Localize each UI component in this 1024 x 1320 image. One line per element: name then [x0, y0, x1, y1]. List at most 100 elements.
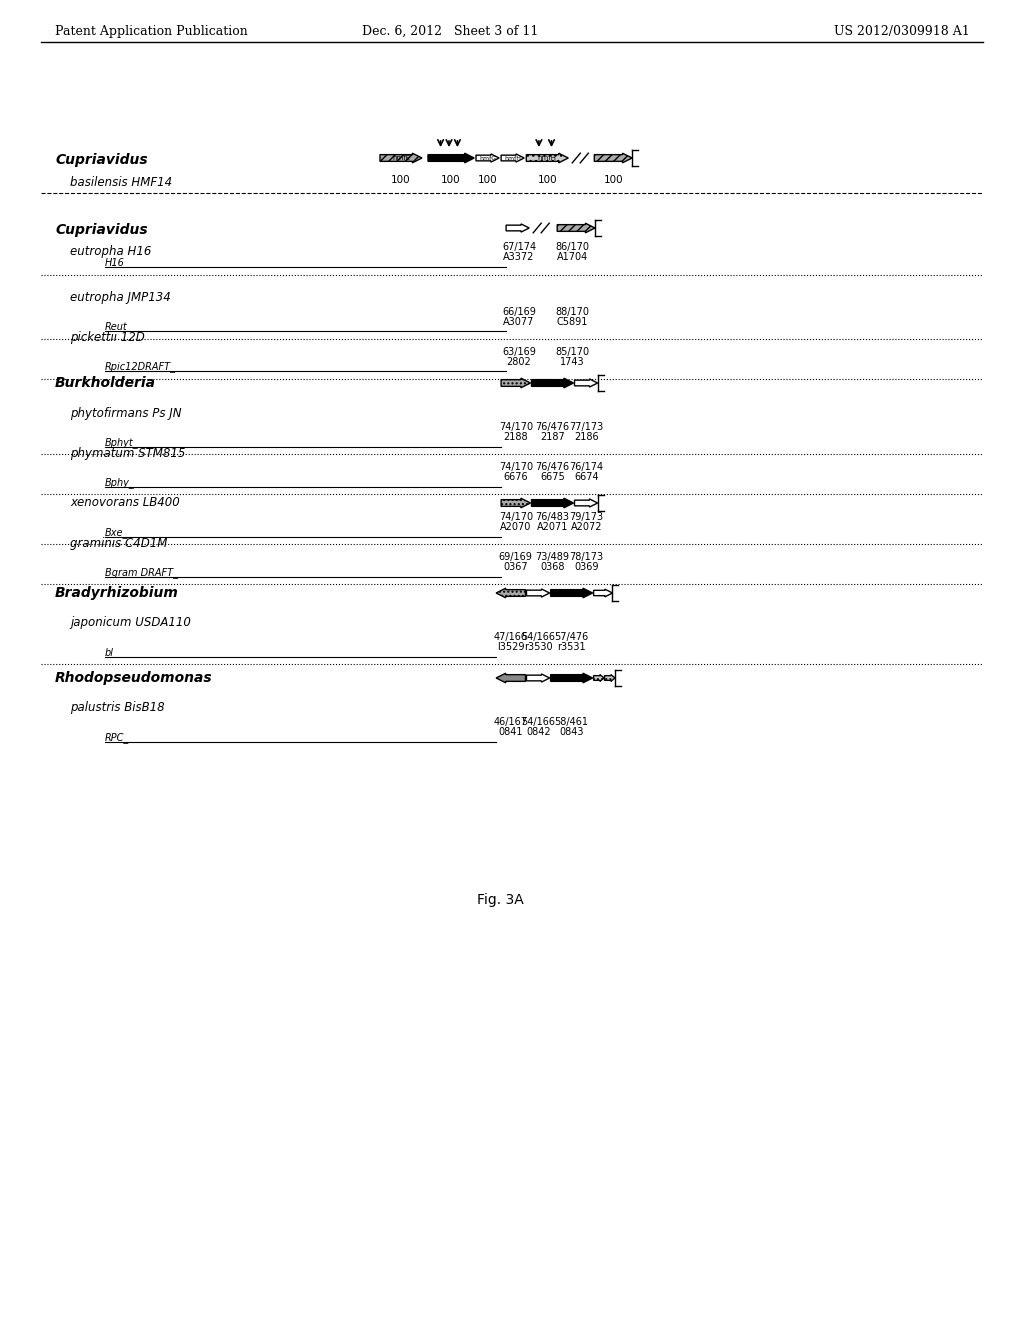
Text: 2188: 2188 [504, 432, 528, 442]
Polygon shape [526, 589, 550, 597]
Polygon shape [551, 673, 593, 682]
Polygon shape [506, 224, 529, 232]
Text: 100: 100 [441, 176, 461, 185]
Text: 6674: 6674 [574, 473, 599, 482]
Polygon shape [428, 153, 474, 162]
Text: Bphy_: Bphy_ [105, 478, 135, 488]
Text: C5891: C5891 [556, 317, 588, 327]
Text: 6675: 6675 [540, 473, 565, 482]
Text: 1743: 1743 [560, 356, 585, 367]
Text: 76/483: 76/483 [536, 512, 569, 521]
Text: 0842: 0842 [526, 727, 551, 737]
Text: 69/169: 69/169 [499, 552, 532, 562]
Text: US 2012/0309918 A1: US 2012/0309918 A1 [835, 25, 970, 38]
Text: A2070: A2070 [500, 521, 531, 532]
Polygon shape [594, 675, 604, 681]
Text: 0369: 0369 [574, 562, 599, 572]
Text: hmfG: hmfG [479, 156, 497, 161]
Text: pickettii 12D: pickettii 12D [70, 331, 144, 345]
Text: hmfH: hmfH [505, 156, 521, 161]
Text: 74/170: 74/170 [499, 462, 532, 473]
Polygon shape [574, 499, 598, 507]
Polygon shape [604, 675, 615, 681]
Text: 100: 100 [603, 176, 623, 185]
Text: 66/169: 66/169 [502, 308, 536, 317]
Text: 88/170: 88/170 [555, 308, 589, 317]
Text: 0368: 0368 [541, 562, 565, 572]
Text: 2187: 2187 [540, 432, 565, 442]
Text: 85/170: 85/170 [555, 347, 589, 356]
Text: 76/174: 76/174 [569, 462, 603, 473]
Text: 6676: 6676 [504, 473, 528, 482]
Polygon shape [594, 153, 632, 162]
Text: 0843: 0843 [559, 727, 584, 737]
Text: 100: 100 [391, 176, 411, 185]
Text: A3077: A3077 [504, 317, 535, 327]
Polygon shape [574, 379, 598, 387]
Text: Rhodopseudomonas: Rhodopseudomonas [55, 671, 213, 685]
Polygon shape [501, 154, 524, 162]
Text: eutropha H16: eutropha H16 [70, 246, 152, 259]
Text: 63/169: 63/169 [502, 347, 536, 356]
Text: 73/489: 73/489 [536, 552, 569, 562]
Text: 74/170: 74/170 [499, 422, 532, 432]
Text: Patent Application Publication: Patent Application Publication [55, 25, 248, 38]
Text: graminis C4D1M: graminis C4D1M [70, 536, 167, 549]
Text: 76/476: 76/476 [536, 422, 569, 432]
Polygon shape [501, 498, 530, 508]
Text: phymatum STM815: phymatum STM815 [70, 446, 185, 459]
Polygon shape [557, 223, 595, 232]
Text: A2072: A2072 [570, 521, 602, 532]
Text: 57/476: 57/476 [554, 632, 589, 642]
Text: 46/167: 46/167 [494, 717, 527, 727]
Text: r3531: r3531 [557, 642, 586, 652]
Polygon shape [531, 379, 573, 388]
Text: 100: 100 [538, 176, 557, 185]
Polygon shape [501, 379, 530, 388]
Polygon shape [594, 589, 612, 597]
Text: 2802: 2802 [507, 356, 531, 367]
Text: A3372: A3372 [504, 252, 535, 261]
Text: 54/166: 54/166 [521, 632, 555, 642]
Text: Cupriavidus: Cupriavidus [55, 153, 147, 168]
Text: Bradyrhizobium: Bradyrhizobium [55, 586, 179, 601]
Text: eutropha JMP134: eutropha JMP134 [70, 292, 171, 305]
Text: japonicum USDA110: japonicum USDA110 [70, 616, 190, 630]
Text: l3529: l3529 [497, 642, 524, 652]
Text: 0367: 0367 [504, 562, 528, 572]
Text: 67/174: 67/174 [502, 242, 537, 252]
Polygon shape [380, 153, 422, 162]
Text: RPC_: RPC_ [105, 733, 129, 743]
Polygon shape [496, 589, 525, 598]
Text: 86/170: 86/170 [555, 242, 589, 252]
Text: 74/170: 74/170 [499, 512, 532, 521]
Text: Bphyt_: Bphyt_ [105, 437, 138, 449]
Text: hmfH: hmfH [538, 154, 557, 161]
Text: Bxe_: Bxe_ [105, 528, 128, 539]
Text: Fig. 3A: Fig. 3A [476, 894, 523, 907]
Polygon shape [551, 589, 593, 598]
Text: palustris BisB18: palustris BisB18 [70, 701, 165, 714]
Text: H16: H16 [105, 257, 125, 268]
Polygon shape [476, 154, 499, 162]
Text: 2186: 2186 [574, 432, 599, 442]
Text: Rpic12DRAFT_: Rpic12DRAFT_ [105, 362, 176, 372]
Text: Dec. 6, 2012   Sheet 3 of 11: Dec. 6, 2012 Sheet 3 of 11 [361, 25, 539, 38]
Text: 78/173: 78/173 [569, 552, 603, 562]
Text: 54/166: 54/166 [521, 717, 555, 727]
Polygon shape [496, 673, 525, 682]
Text: Reut: Reut [105, 322, 128, 333]
Text: Cupriavidus: Cupriavidus [55, 223, 147, 238]
Text: basilensis HMF14: basilensis HMF14 [70, 176, 172, 189]
Text: 58/461: 58/461 [555, 717, 589, 727]
Polygon shape [531, 498, 573, 508]
Text: Burkholderia: Burkholderia [55, 376, 156, 389]
Text: xenovorans LB400: xenovorans LB400 [70, 496, 180, 510]
Text: 79/173: 79/173 [569, 512, 603, 521]
Text: A1704: A1704 [557, 252, 588, 261]
Text: r3530: r3530 [524, 642, 553, 652]
Text: hmfE: hmfE [392, 154, 410, 161]
Text: 77/173: 77/173 [569, 422, 603, 432]
Text: A2071: A2071 [537, 521, 568, 532]
Text: bl: bl [105, 648, 114, 657]
